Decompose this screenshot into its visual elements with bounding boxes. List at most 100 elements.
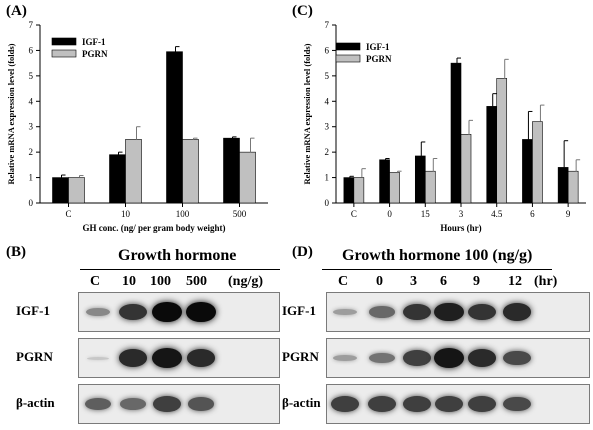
lane-label: 500 <box>186 274 207 289</box>
y-tick-label: 6 <box>29 45 34 55</box>
blot-band <box>333 354 357 362</box>
blot-band <box>467 349 497 367</box>
legend-label: IGF-1 <box>366 42 390 52</box>
blot-band <box>186 349 216 367</box>
y-tick-label: 5 <box>325 71 330 81</box>
blot-band <box>369 352 395 364</box>
bar-pgrn <box>424 170 436 204</box>
blot-band <box>369 306 395 318</box>
y-axis-label: Relative mRNA expression level (folds) <box>302 43 312 184</box>
blot-band <box>434 348 464 368</box>
bar-pgrn <box>239 151 256 204</box>
bar-igf-1 <box>343 177 355 204</box>
blot-band <box>468 396 496 412</box>
lane-label: 100 <box>150 274 171 289</box>
bar-igf-1 <box>379 159 390 204</box>
x-tick-label: 9 <box>566 209 571 219</box>
x-tick-label: C <box>65 209 71 219</box>
blot-band <box>186 301 216 323</box>
blot-band <box>467 303 497 321</box>
panel-label-a: (A) <box>6 3 27 19</box>
blot-row-label: β-actin <box>16 395 55 410</box>
legend-label: IGF-1 <box>82 37 106 47</box>
lane-label: 3 <box>410 274 417 289</box>
bar-pgrn <box>532 121 543 204</box>
legend-swatch <box>51 49 77 58</box>
x-tick-label: C <box>351 209 357 219</box>
blot-strip <box>78 384 280 424</box>
lane-label: C <box>338 274 349 289</box>
y-axis-label: Relative mRNA expression level (folds) <box>6 43 16 184</box>
blot-band <box>403 350 431 366</box>
blot-band <box>435 396 463 412</box>
blot-band <box>502 303 532 321</box>
legend-label: PGRN <box>82 49 108 59</box>
blot-band <box>434 302 464 322</box>
x-tick-label: 6 <box>530 209 535 219</box>
y-tick-label: 6 <box>325 45 330 55</box>
x-tick-label: 15 <box>421 209 431 219</box>
blot-row-label: PGRN <box>16 349 53 364</box>
blot-band <box>503 396 531 412</box>
y-tick-label: 4 <box>325 96 330 106</box>
bar-pgrn <box>389 172 400 204</box>
panel-label-c: (C) <box>292 3 313 19</box>
blot-b-title: Growth hormone <box>118 247 237 264</box>
panel-label-b: (B) <box>6 244 26 260</box>
blot-d: Growth hormone 100 (ng/g) C 0 3 6 9 12 (hr) IG… <box>280 240 593 430</box>
lane-label: C <box>90 274 101 289</box>
bar-pgrn <box>496 78 508 204</box>
legend-label: PGRN <box>366 54 392 64</box>
blot-band <box>118 303 148 321</box>
x-tick-label: 10 <box>121 209 131 219</box>
x-axis-label: GH conc. (ng/ per gram body weight) <box>82 223 225 233</box>
x-tick-label: 500 <box>233 209 247 219</box>
blot-row-label: IGF-1 <box>16 303 50 318</box>
blot-row-label: IGF-1 <box>282 303 316 318</box>
blot-band <box>333 308 357 316</box>
bar-igf-1 <box>52 177 69 204</box>
blot-band <box>153 396 181 412</box>
bar-pgrn <box>182 139 199 204</box>
y-tick-label: 3 <box>29 122 34 132</box>
bar-igf-1 <box>166 51 183 204</box>
y-tick-label: 1 <box>29 173 34 183</box>
blot-strip <box>326 338 590 378</box>
bar-pgrn <box>68 177 85 204</box>
blot-band <box>118 349 148 367</box>
y-tick-label: 4 <box>29 96 34 106</box>
chart-a: 0 1 2 3 4 5 6 7 C 10 100 500 IGF-1 PGRN GH conc. (ng/ … <box>6 20 268 233</box>
bar-pgrn <box>460 134 472 204</box>
lane-label: 6 <box>440 274 447 289</box>
y-tick-label: 7 <box>325 20 330 30</box>
bar-igf-1 <box>414 155 426 204</box>
blot-band <box>120 398 146 410</box>
y-tick-label: 3 <box>325 122 330 132</box>
bar-igf-1 <box>109 154 126 204</box>
y-tick-label: 0 <box>29 198 34 208</box>
panel-label-d: (D) <box>292 244 313 260</box>
blot-band <box>152 301 182 323</box>
blot-band <box>503 350 531 366</box>
x-tick-label: 0 <box>387 209 392 219</box>
legend-swatch <box>51 37 77 46</box>
blot-band <box>85 307 111 317</box>
lane-label: (ng/g) <box>228 274 263 289</box>
lane-label: 9 <box>473 274 480 289</box>
blot-band <box>368 396 396 412</box>
bar-pgrn <box>125 139 142 204</box>
blot-d-title-underline <box>322 269 552 270</box>
lane-label: 10 <box>122 274 136 289</box>
y-tick-label: 2 <box>325 147 330 157</box>
x-tick-label: 4.5 <box>491 209 503 219</box>
blot-band <box>84 397 112 411</box>
y-tick-label: 2 <box>29 147 34 157</box>
x-tick-label: 100 <box>176 209 190 219</box>
blot-strip <box>78 292 280 332</box>
bar-igf-1 <box>557 167 569 204</box>
x-axis-label: Hours (hr) <box>440 223 481 233</box>
x-tick-label: 3 <box>459 209 464 219</box>
blot-band <box>331 396 359 412</box>
blot-b: Growth hormone C 10 100 500 (ng/g) IGF-1 PGRN… <box>0 240 290 430</box>
bar-igf-1 <box>450 62 462 204</box>
